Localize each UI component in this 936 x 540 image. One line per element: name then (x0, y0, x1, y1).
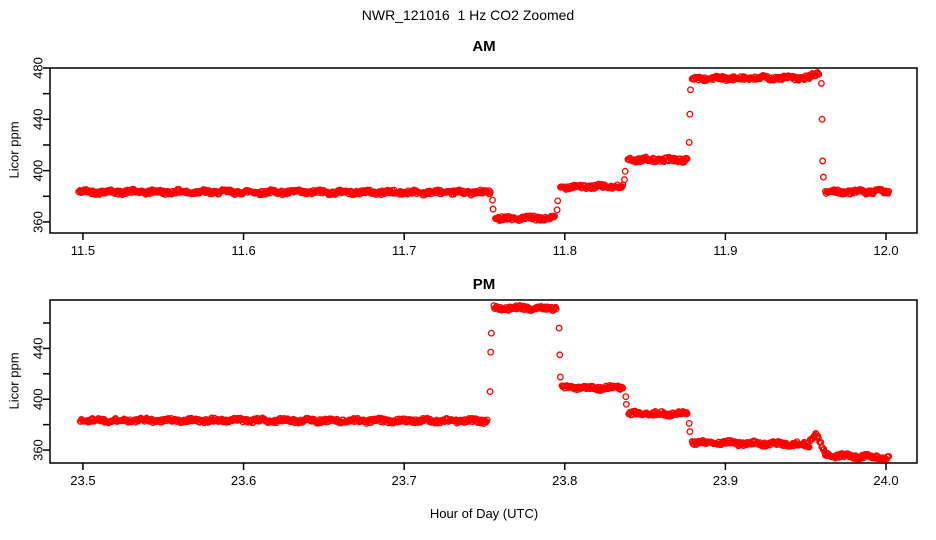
am-panel: 360 400 440 480 11.5 11.6 11.7 11.8 11.9 12.0 (31, 57, 918, 258)
pm-panel: 360 400 440 23.5 23.6 23.7 23.8 23.9 24.0 (31, 299, 918, 488)
svg-text:23.9: 23.9 (713, 473, 738, 488)
svg-text:11.7: 11.7 (392, 243, 416, 258)
pm-y-axis-label: Licor ppm (6, 352, 22, 410)
svg-text:480: 480 (31, 57, 46, 79)
svg-text:400: 400 (31, 388, 46, 410)
am-plot-box (49, 67, 918, 234)
svg-text:360: 360 (31, 439, 46, 461)
svg-text:400: 400 (31, 160, 46, 182)
svg-text:11.6: 11.6 (231, 243, 255, 258)
svg-text:23.8: 23.8 (552, 473, 577, 488)
pm-axes: 360 400 440 23.5 23.6 23.7 23.8 23.9 24.0 (31, 322, 899, 488)
am-panel-title: AM (472, 38, 496, 55)
pm-plot-box (49, 299, 918, 464)
svg-text:23.6: 23.6 (231, 473, 256, 488)
chart-title: NWR_121016 1 Hz CO2 Zoomed (361, 7, 575, 23)
am-data-points (75, 68, 893, 224)
x-axis-label: Hour of Day (UTC) (429, 506, 539, 521)
svg-text:12.0: 12.0 (873, 243, 898, 258)
svg-text:23.5: 23.5 (70, 473, 95, 488)
svg-text:360: 360 (31, 211, 46, 233)
am-y-axis-label: Licor ppm (6, 121, 22, 179)
pm-panel-title: PM (472, 276, 496, 293)
svg-text:440: 440 (31, 338, 46, 360)
svg-text:23.7: 23.7 (391, 473, 416, 488)
svg-text:11.5: 11.5 (71, 243, 95, 258)
svg-text:11.8: 11.8 (553, 243, 577, 258)
svg-text:440: 440 (31, 108, 46, 130)
am-axes: 360 400 440 480 11.5 11.6 11.7 11.8 11.9 12.0 (31, 57, 899, 258)
svg-text:24.0: 24.0 (873, 473, 898, 488)
pm-data-points (76, 302, 893, 463)
svg-text:11.9: 11.9 (713, 243, 737, 258)
